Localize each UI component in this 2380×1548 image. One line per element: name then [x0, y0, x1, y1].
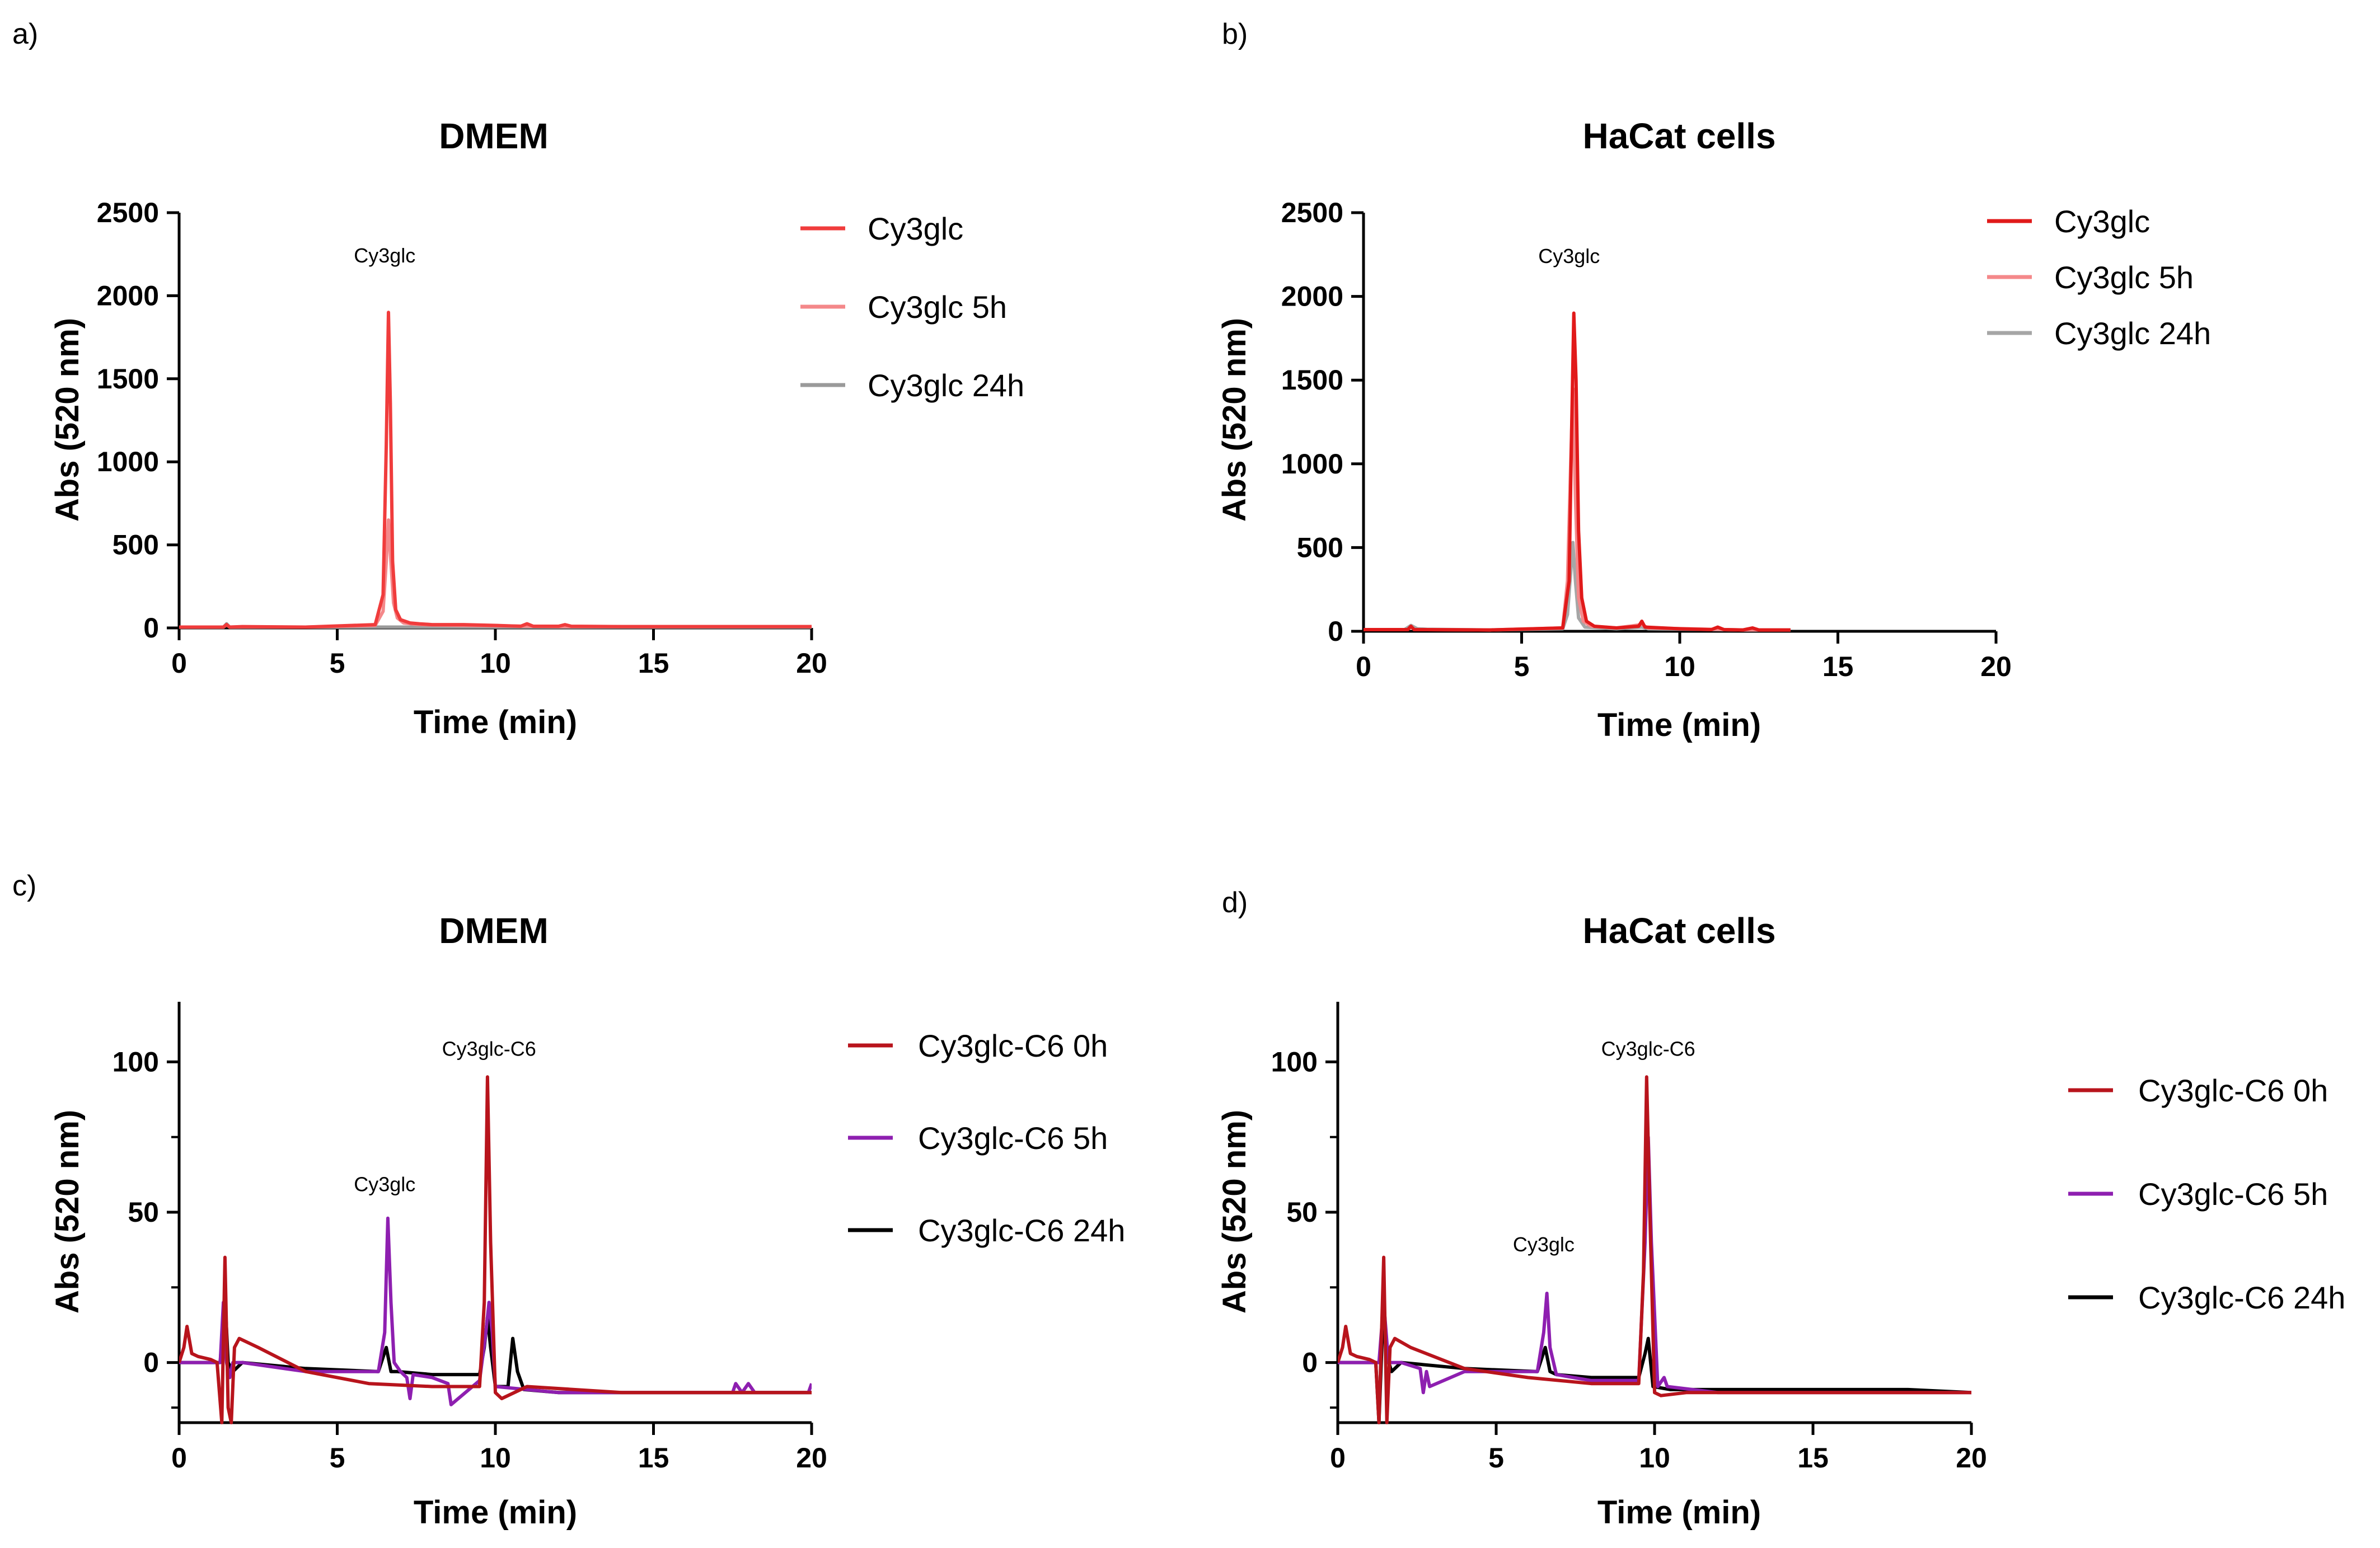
y-tick-label: 500 [113, 529, 159, 561]
x-tick-label: 15 [638, 648, 669, 679]
x-tick-label: 0 [171, 1442, 187, 1474]
series-group [1338, 1075, 1971, 1424]
x-tick-label: 0 [1330, 1442, 1346, 1474]
legend-label: Cy3glc 5h [868, 289, 1007, 325]
legend-label: Cy3glc [868, 211, 963, 246]
series-line-cy3glc [1364, 311, 1791, 632]
chart-panel-b: b) HaCat cells 0 5 10 15 20 0 500 1000 1500 2000 250… [1216, 18, 2211, 743]
legend-label: Cy3glc 24h [868, 368, 1024, 403]
chart-panel-c: c) DMEM 0 5 10 15 20 0 50 100 Time (min) Abs (520 n… [12, 870, 1125, 1531]
legend-label: Cy3glc-C6 5h [918, 1120, 1108, 1156]
chart-panel-a: a) DMEM 0 5 10 15 20 0 500 1000 1500 2000 2500 Time (… [12, 18, 1024, 740]
series-group [1364, 311, 1791, 632]
series-group [179, 311, 812, 629]
series-line-cy3glc-c6-0h [1338, 1075, 1971, 1424]
chart-panel-d: d) HaCat cells 0 5 10 15 20 0 50 100 Time (min) Abs… [1216, 886, 2345, 1531]
chart-title: HaCat cells [1582, 116, 1775, 156]
y-tick-label: 0 [1328, 616, 1343, 647]
peak-annotation: Cy3glc [1538, 245, 1600, 268]
x-tick-label: 20 [796, 1442, 827, 1474]
y-axis-label: Abs (520 nm) [49, 1110, 86, 1314]
x-axis-label: Time (min) [414, 1494, 577, 1531]
y-tick-label: 0 [143, 1347, 159, 1378]
series-line-cy3glc-c6-0h [179, 1075, 812, 1424]
x-tick-label: 20 [796, 648, 827, 679]
y-tick-label: 50 [128, 1197, 159, 1228]
panel-label: b) [1222, 18, 1248, 50]
panel-label: c) [12, 870, 36, 902]
x-tick-label: 0 [171, 648, 187, 679]
series-line-cy3glc-c6-5h [179, 1216, 812, 1406]
panel-label: a) [12, 18, 38, 50]
y-axis-label: Abs (520 nm) [49, 318, 86, 522]
x-tick-label: 5 [330, 648, 345, 679]
chart-title: DMEM [439, 116, 549, 156]
chart-title: DMEM [439, 911, 549, 951]
y-tick-label: 2000 [1281, 281, 1343, 312]
x-tick-label: 15 [638, 1442, 669, 1474]
y-tick-label: 50 [1286, 1197, 1318, 1228]
y-tick-label: 1500 [97, 363, 159, 395]
y-tick-label: 2500 [1281, 197, 1343, 228]
y-axis-label: Abs (520 nm) [1216, 318, 1253, 522]
panel-label: d) [1222, 886, 1248, 919]
legend-label: Cy3glc-C6 5h [2138, 1176, 2328, 1212]
x-tick-label: 10 [1664, 651, 1695, 682]
series-line-cy3glc-c6-5h [1338, 1135, 1971, 1395]
legend-label: Cy3glc-C6 24h [2138, 1280, 2345, 1315]
x-axis-label: Time (min) [1597, 707, 1761, 743]
y-tick-label: 500 [1297, 532, 1343, 563]
x-tick-label: 15 [1797, 1442, 1829, 1474]
legend-label: Cy3glc-C6 0h [2138, 1073, 2328, 1108]
y-tick-label: 0 [1302, 1347, 1318, 1378]
series-line-cy3glc [179, 311, 812, 629]
peak-annotation: Cy3glc [1513, 1233, 1575, 1256]
y-tick-label: 1500 [1281, 364, 1343, 396]
legend-label: Cy3glc-C6 0h [918, 1028, 1108, 1063]
legend-label: Cy3glc 5h [2054, 260, 2194, 295]
x-tick-label: 5 [330, 1442, 345, 1474]
y-axis-label: Abs (520 nm) [1216, 1110, 1253, 1314]
peak-annotation: Cy3glc-C6 [1601, 1038, 1695, 1061]
y-tick-label: 100 [1271, 1046, 1318, 1077]
x-tick-label: 10 [1639, 1442, 1670, 1474]
series-line-cy3glc-5h [179, 518, 812, 629]
x-tick-label: 5 [1488, 1442, 1504, 1474]
x-tick-label: 15 [1823, 651, 1854, 682]
y-tick-label: 2000 [97, 280, 159, 311]
x-tick-label: 20 [1956, 1442, 1987, 1474]
x-tick-label: 10 [480, 648, 511, 679]
y-tick-label: 100 [113, 1046, 159, 1077]
chart-title: HaCat cells [1582, 911, 1775, 951]
y-tick-label: 2500 [97, 197, 159, 228]
x-tick-label: 20 [1980, 651, 2012, 682]
series-group [179, 1075, 812, 1424]
legend-label: Cy3glc 24h [2054, 316, 2211, 351]
legend-label: Cy3glc-C6 24h [918, 1213, 1125, 1248]
x-axis-label: Time (min) [414, 704, 577, 740]
y-tick-label: 1000 [97, 446, 159, 477]
peak-annotation: Cy3glc [354, 1172, 415, 1195]
x-tick-label: 5 [1514, 651, 1530, 682]
y-tick-label: 1000 [1281, 448, 1343, 480]
x-tick-label: 0 [1356, 651, 1371, 682]
x-axis-label: Time (min) [1597, 1494, 1761, 1531]
legend-label: Cy3glc [2054, 204, 2150, 239]
y-tick-label: 0 [143, 612, 159, 644]
x-tick-label: 10 [480, 1442, 511, 1474]
peak-annotation: Cy3glc [354, 244, 415, 267]
peak-annotation: Cy3glc-C6 [442, 1038, 536, 1061]
